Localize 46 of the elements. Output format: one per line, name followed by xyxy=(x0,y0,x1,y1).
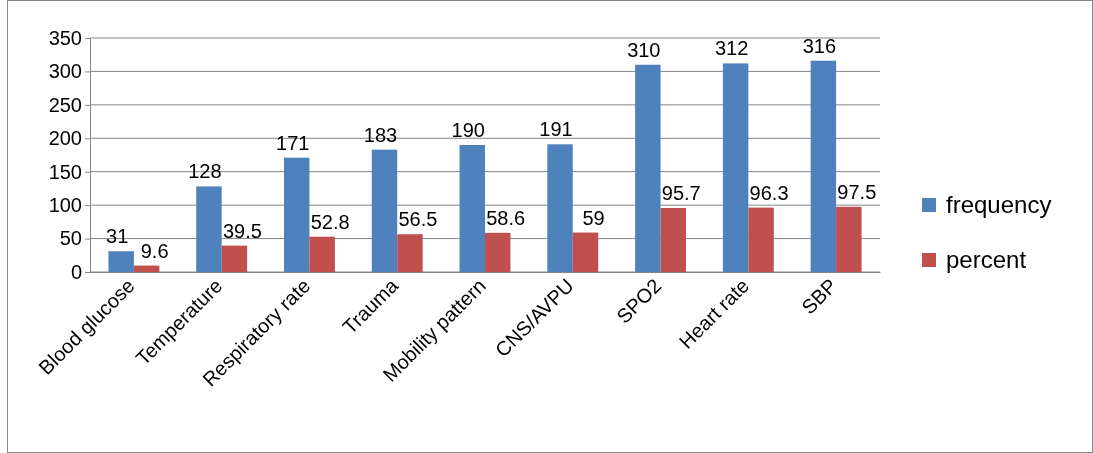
y-tick-label: 200 xyxy=(48,127,82,150)
y-tick-label: 350 xyxy=(48,26,82,49)
bar xyxy=(221,245,248,272)
data-label: 96.3 xyxy=(749,181,789,204)
bar xyxy=(309,236,335,272)
y-tick-label: 300 xyxy=(48,60,82,83)
bar xyxy=(196,186,222,272)
data-label: 31 xyxy=(106,225,129,248)
data-label: 310 xyxy=(627,38,661,61)
legend-label: frequency xyxy=(946,191,1052,219)
bar xyxy=(485,232,511,272)
data-label: 59 xyxy=(582,206,605,229)
bar xyxy=(283,157,310,272)
y-tick-label: 250 xyxy=(48,93,82,116)
bar xyxy=(836,206,862,272)
legend-label: percent xyxy=(946,246,1027,274)
bar xyxy=(748,207,774,272)
data-label: 95.7 xyxy=(661,182,701,205)
y-tick-label: 0 xyxy=(70,260,82,283)
data-label: 171 xyxy=(276,131,310,154)
data-label: 56.5 xyxy=(398,208,438,231)
data-label: 190 xyxy=(451,118,485,141)
y-tick-label: 50 xyxy=(59,227,82,250)
bar xyxy=(108,251,134,272)
bar xyxy=(722,63,749,272)
bar xyxy=(133,265,160,272)
data-label: 39.5 xyxy=(222,219,262,242)
data-label: 97.5 xyxy=(837,180,877,203)
data-label: 9.6 xyxy=(140,239,169,262)
bar xyxy=(547,144,573,272)
bar xyxy=(572,232,599,272)
data-label: 316 xyxy=(802,34,837,57)
bar xyxy=(371,149,398,272)
bar xyxy=(660,208,687,272)
data-label: 191 xyxy=(539,118,573,141)
data-label: 312 xyxy=(714,37,749,60)
data-label: 58.6 xyxy=(486,206,526,229)
data-label: 128 xyxy=(188,160,222,183)
bar xyxy=(459,144,485,272)
bar xyxy=(397,234,423,272)
data-label: 183 xyxy=(363,123,398,146)
data-label: 52.8 xyxy=(310,210,350,233)
y-tick-label: 150 xyxy=(48,160,82,183)
y-tick-label: 100 xyxy=(48,194,82,217)
bar xyxy=(810,60,837,272)
bar xyxy=(635,64,661,272)
